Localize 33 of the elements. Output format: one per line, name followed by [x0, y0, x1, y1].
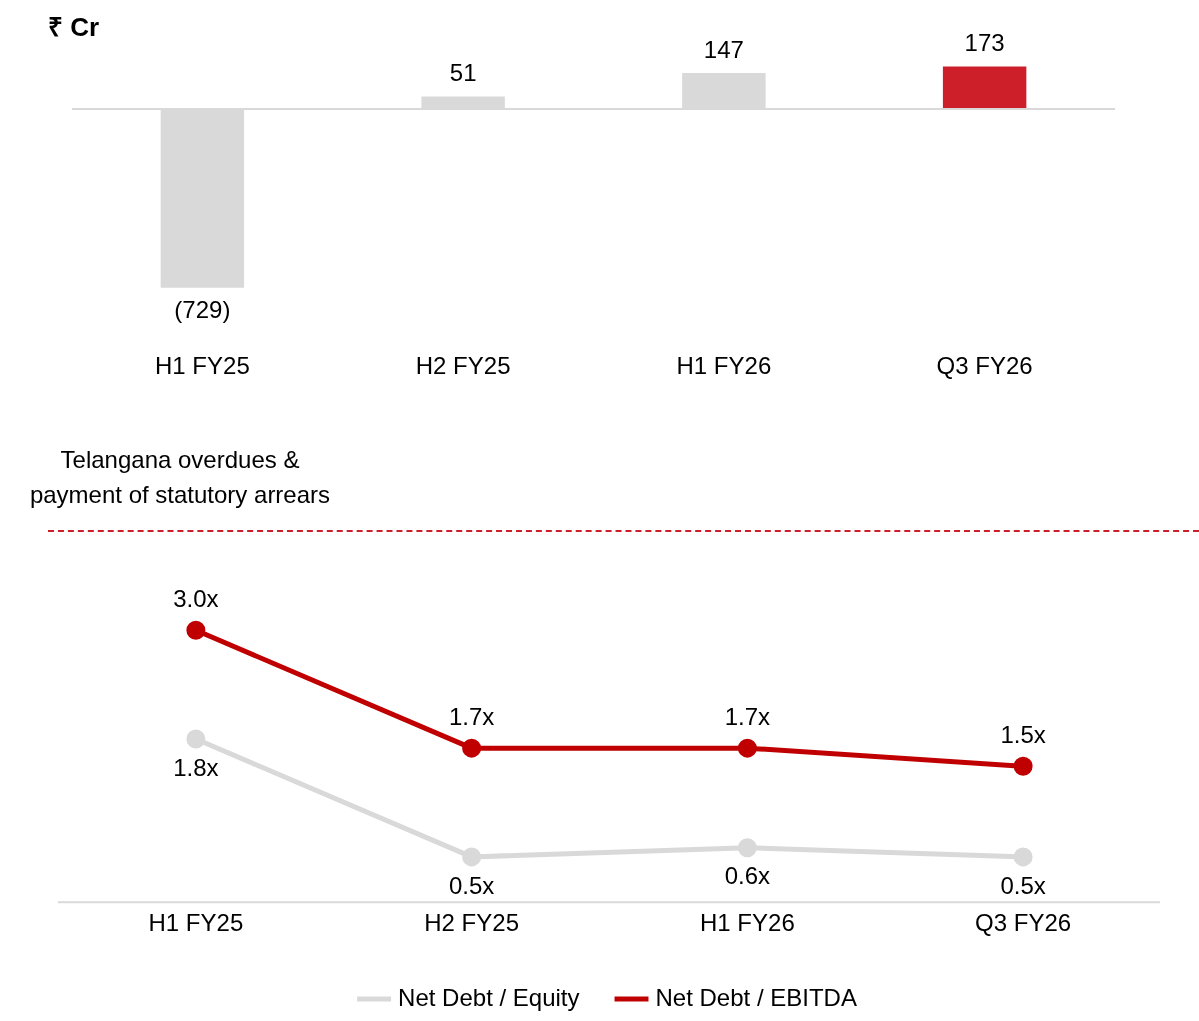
x-tick-label: Q3 FY26 — [936, 352, 1033, 380]
point — [462, 738, 482, 758]
point — [737, 738, 757, 758]
x-tick-label: H1 FY25 — [148, 909, 244, 937]
point — [1013, 756, 1033, 776]
data-label: 1.7x — [724, 702, 771, 730]
point — [186, 620, 206, 640]
point — [1013, 847, 1033, 867]
data-label: 51 — [449, 59, 477, 87]
x-tick-label: Q3 FY26 — [975, 909, 1072, 937]
data-label: 0.5x — [448, 871, 495, 899]
data-label: 0.6x — [724, 862, 771, 890]
data-label: (729) — [174, 296, 231, 324]
data-label: 0.5x — [1000, 871, 1046, 899]
data-label: 173 — [964, 29, 1005, 57]
data-label: 147 — [703, 35, 744, 63]
legend-label: Net Debt / EBITDA — [655, 983, 857, 1011]
data-label: 1.7x — [448, 702, 495, 730]
point — [737, 838, 757, 858]
x-tick-label: H1 FY26 — [700, 909, 795, 937]
data-label: 1.5x — [1000, 720, 1046, 748]
data-label: 3.0x — [173, 584, 219, 612]
point — [186, 729, 206, 749]
x-tick-label: H1 FY26 — [676, 352, 772, 380]
legend-label: Net Debt / Equity — [398, 983, 580, 1011]
x-tick-label: H2 FY25 — [415, 352, 511, 380]
x-tick-label: H1 FY25 — [155, 352, 250, 380]
bar — [942, 66, 1027, 110]
x-tick-label: H2 FY25 — [424, 909, 519, 937]
text: Telangana overdues & payment of statutory arrears — [28, 445, 332, 510]
point — [462, 847, 482, 867]
data-label: 1.8x — [173, 753, 219, 781]
chart-title: ₹ Cr — [48, 11, 100, 44]
